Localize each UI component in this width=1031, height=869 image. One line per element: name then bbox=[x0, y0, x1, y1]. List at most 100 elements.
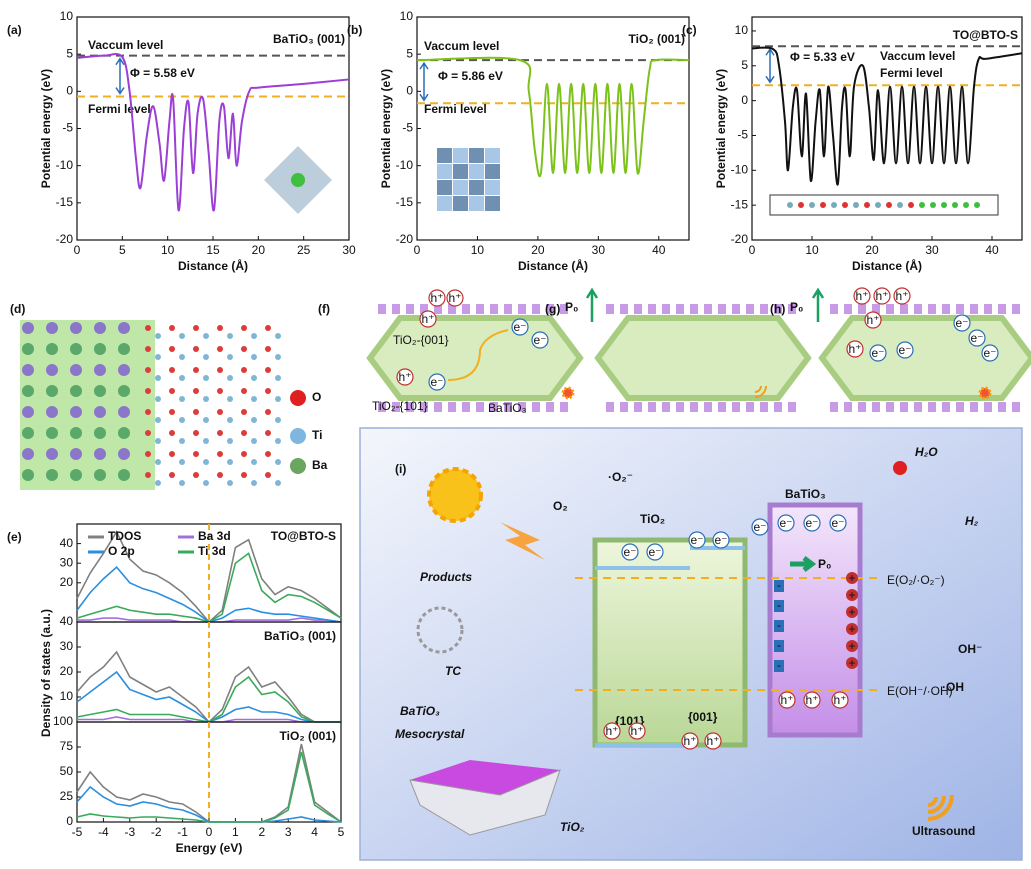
reference-label: Fermi level bbox=[88, 102, 151, 116]
carrier bbox=[511, 318, 529, 336]
batio3-stripe bbox=[606, 304, 614, 314]
atom bbox=[217, 451, 223, 457]
ultrasound-icon bbox=[927, 794, 954, 821]
batio3-stripe bbox=[448, 402, 456, 412]
reference-label: Vaccum level bbox=[880, 49, 955, 63]
carrier-label: e⁻ bbox=[983, 346, 996, 360]
h2o-molecule bbox=[893, 461, 907, 475]
block-label: BaTiO₃ bbox=[785, 487, 826, 501]
carrier-label: h⁺ bbox=[895, 289, 908, 303]
sun bbox=[427, 467, 483, 523]
inset-cell bbox=[469, 196, 484, 211]
inset-cell bbox=[485, 180, 500, 195]
panel-label: (e) bbox=[7, 530, 22, 544]
panel-label: (h) bbox=[770, 302, 785, 316]
atom bbox=[241, 472, 247, 478]
atom bbox=[265, 367, 271, 373]
batio3-stripe bbox=[448, 304, 456, 314]
atom bbox=[118, 406, 130, 418]
batio3-stripe bbox=[620, 402, 628, 412]
substrate-label: BaTiO₃ bbox=[488, 401, 527, 415]
batio3-stripe bbox=[830, 402, 838, 412]
batio3-stripe bbox=[490, 402, 498, 412]
charge-label: + bbox=[848, 639, 855, 653]
batio3-stripe bbox=[942, 304, 950, 314]
batio3-stripe bbox=[914, 402, 922, 412]
x-tick-label: -4 bbox=[98, 825, 109, 839]
carrier-label: e⁻ bbox=[690, 533, 703, 547]
batio3-stripe bbox=[760, 304, 768, 314]
atom bbox=[241, 451, 247, 457]
carrier-label: h⁺ bbox=[875, 289, 888, 303]
atom bbox=[145, 430, 151, 436]
y-tick-label: -15 bbox=[731, 197, 749, 211]
inset-atom bbox=[886, 202, 892, 208]
atom bbox=[46, 364, 58, 376]
block-label: TiO₂ bbox=[640, 512, 665, 526]
species-label: O₂ bbox=[553, 499, 568, 513]
y-tick-label: -20 bbox=[731, 232, 749, 246]
carrier-label: h⁺ bbox=[398, 370, 411, 384]
batio3-stripe bbox=[760, 402, 768, 412]
atom bbox=[241, 367, 247, 373]
atom bbox=[241, 346, 247, 352]
carrier bbox=[428, 289, 446, 307]
carrier bbox=[803, 514, 821, 532]
facet-label: {001} bbox=[688, 710, 718, 724]
atom bbox=[70, 364, 82, 376]
x-tick-label: 40 bbox=[652, 243, 666, 257]
atom bbox=[70, 406, 82, 418]
atom bbox=[265, 346, 271, 352]
batio3-stripe bbox=[1012, 402, 1020, 412]
x-tick-label: 10 bbox=[161, 243, 175, 257]
polarization-label: P₀ bbox=[790, 300, 803, 314]
batio3-stripe bbox=[462, 304, 470, 314]
legend-label: O bbox=[312, 390, 321, 404]
batio3-stripe bbox=[718, 304, 726, 314]
atom bbox=[169, 409, 175, 415]
atom bbox=[169, 472, 175, 478]
atom bbox=[155, 333, 161, 339]
atom bbox=[22, 469, 34, 481]
atom bbox=[155, 438, 161, 444]
carrier bbox=[712, 531, 730, 549]
batio3-stripe bbox=[844, 304, 852, 314]
atom bbox=[70, 448, 82, 460]
y-axis-label: Potential energy (eV) bbox=[39, 69, 53, 188]
carrier-label: e⁻ bbox=[831, 516, 844, 530]
y-tick-label: 0 bbox=[66, 814, 73, 828]
y-tick-label: 10 bbox=[60, 9, 74, 23]
atom bbox=[94, 448, 106, 460]
batio3-stripe bbox=[900, 304, 908, 314]
batio3-stripe bbox=[872, 402, 880, 412]
charge-box bbox=[774, 620, 784, 632]
atom bbox=[179, 459, 185, 465]
carrier-label: h⁺ bbox=[421, 312, 434, 326]
y-tick-label: 10 bbox=[60, 689, 74, 703]
plot-frame bbox=[751, 16, 1023, 241]
batio3-stripe bbox=[634, 304, 642, 314]
phi-annotation: Φ = 5.58 eV bbox=[130, 66, 195, 80]
phi-arrow bbox=[115, 57, 125, 95]
y-tick-label: 5 bbox=[406, 46, 413, 60]
inset-cell bbox=[437, 180, 452, 195]
atom bbox=[227, 480, 233, 486]
x-tick-label: 20 bbox=[252, 243, 266, 257]
batio3-stripe bbox=[858, 402, 866, 412]
panel-title: TiO₂ (001) bbox=[629, 32, 685, 46]
carrier-label: h⁺ bbox=[833, 693, 846, 707]
x-tick-label: 2 bbox=[258, 825, 265, 839]
batio3-stripe bbox=[774, 304, 782, 314]
batio3-stripe bbox=[532, 402, 540, 412]
batio3-stripe bbox=[406, 304, 414, 314]
batio3-stripe bbox=[746, 304, 754, 314]
carrier-label: h⁺ bbox=[448, 291, 461, 305]
inset-atom bbox=[853, 202, 859, 208]
carrier-label: e⁻ bbox=[714, 533, 727, 547]
batio3-stripe bbox=[956, 402, 964, 412]
slab-region bbox=[20, 320, 155, 490]
atom bbox=[22, 385, 34, 397]
x-tick-label: 5 bbox=[119, 243, 126, 257]
batio3-stripe bbox=[970, 402, 978, 412]
carrier bbox=[628, 722, 646, 740]
